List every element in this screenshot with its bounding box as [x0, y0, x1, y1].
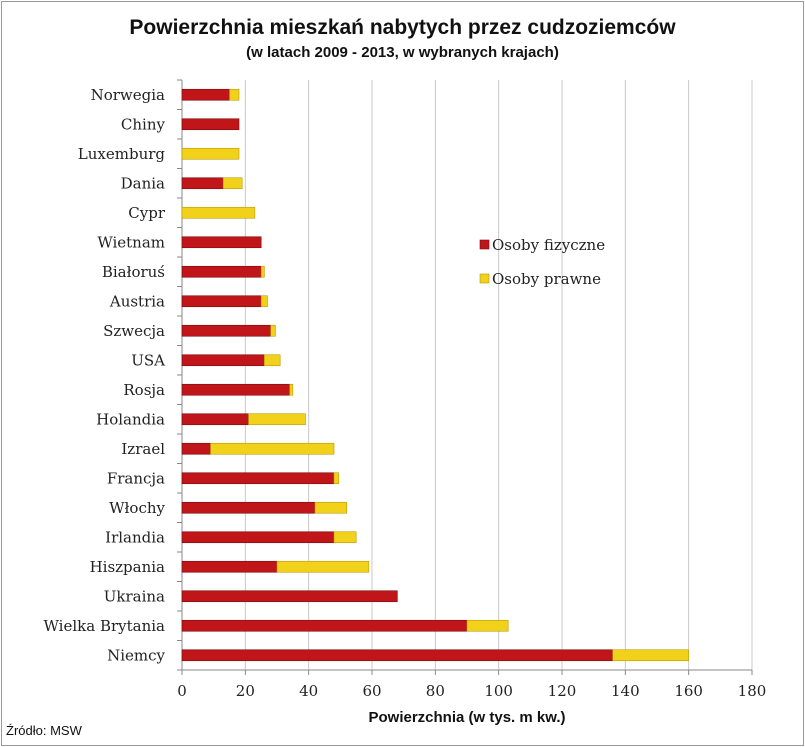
- bar-osoby-prawne: [222, 177, 243, 190]
- bar-osoby-prawne: [289, 383, 294, 396]
- legend-label: Osoby prawne: [492, 270, 601, 288]
- x-tick-label: 40: [299, 682, 318, 700]
- bar-osoby-fizyczne: [181, 501, 316, 514]
- x-tick-label: 100: [484, 682, 513, 700]
- bar-osoby-prawne: [333, 472, 340, 485]
- bar-osoby-fizyczne: [181, 324, 271, 337]
- x-tick-label: 80: [426, 682, 445, 700]
- category-label: Holandia: [96, 410, 165, 428]
- bar-osoby-fizyczne: [181, 295, 262, 308]
- bar-osoby-prawne: [314, 501, 347, 514]
- bar-osoby-prawne: [210, 442, 335, 455]
- category-label: Cypr: [128, 204, 166, 222]
- bar-osoby-fizyczne: [181, 531, 335, 544]
- bar-osoby-prawne: [466, 619, 509, 632]
- x-tick-label: 140: [611, 682, 640, 700]
- category-label: Francja: [107, 469, 165, 487]
- x-tick-label: 60: [362, 682, 381, 700]
- x-tick-label: 180: [738, 682, 767, 700]
- bar-osoby-fizyczne: [181, 383, 290, 396]
- bar-osoby-prawne: [181, 206, 256, 219]
- category-label: Norwegia: [91, 86, 165, 104]
- bar-osoby-fizyczne: [181, 413, 249, 426]
- bar-osoby-prawne: [612, 649, 689, 662]
- bar-osoby-fizyczne: [181, 472, 335, 485]
- bar-osoby-prawne: [260, 265, 265, 278]
- bar-osoby-fizyczne: [181, 560, 278, 573]
- bar-osoby-fizyczne: [181, 354, 265, 367]
- category-label: Włochy: [109, 499, 165, 517]
- bar-osoby-fizyczne: [181, 619, 468, 632]
- bar-osoby-prawne: [248, 413, 306, 426]
- chart-title: Powierzchnia mieszkań nabytych przez cud…: [129, 16, 676, 39]
- category-label: Ukraina: [104, 587, 165, 605]
- bar-osoby-prawne: [276, 560, 370, 573]
- category-label: Białoruś: [102, 263, 165, 281]
- bar-osoby-prawne: [181, 147, 240, 160]
- category-label: Dania: [121, 174, 165, 192]
- legend-swatch: [479, 239, 490, 250]
- chart-subtitle: (w latach 2009 - 2013, w wybranych kraja…: [246, 44, 559, 61]
- category-label: USA: [131, 351, 165, 369]
- legend-label: Osoby fizyczne: [492, 236, 605, 254]
- x-axis-title: Powierzchnia (w tys. m kw.): [369, 709, 566, 726]
- bar-osoby-prawne: [229, 88, 240, 101]
- category-label: Hiszpania: [90, 558, 165, 576]
- bar-osoby-prawne: [270, 324, 276, 337]
- source-note: Źródło: MSW: [6, 723, 82, 738]
- bar-osoby-fizyczne: [181, 442, 211, 455]
- category-label: Niemcy: [107, 646, 165, 664]
- bar-osoby-fizyczne: [181, 236, 262, 249]
- bar-osoby-fizyczne: [181, 118, 240, 131]
- x-tick-label: 160: [674, 682, 703, 700]
- bar-osoby-fizyczne: [181, 88, 230, 101]
- x-tick-label: 120: [548, 682, 577, 700]
- bar-osoby-prawne: [264, 354, 281, 367]
- category-label: Izrael: [121, 440, 165, 458]
- bar-osoby-fizyczne: [181, 265, 262, 278]
- x-tick-label: 20: [236, 682, 255, 700]
- bar-osoby-prawne: [333, 531, 357, 544]
- category-label: Austria: [109, 292, 165, 310]
- category-label: Chiny: [121, 115, 166, 133]
- category-label: Rosja: [123, 381, 165, 399]
- bar-osoby-prawne: [260, 295, 268, 308]
- category-label: Szwecja: [103, 322, 165, 340]
- category-label: Irlandia: [105, 528, 165, 546]
- bar-osoby-fizyczne: [181, 177, 224, 190]
- category-label: Wielka Brytania: [44, 617, 166, 635]
- bar-osoby-fizyczne: [181, 590, 398, 603]
- category-label: Wietnam: [97, 233, 165, 251]
- x-tick-label: 0: [177, 682, 187, 700]
- bar-osoby-fizyczne: [181, 649, 613, 662]
- category-label: Luxemburg: [78, 145, 166, 163]
- legend-swatch: [479, 273, 490, 284]
